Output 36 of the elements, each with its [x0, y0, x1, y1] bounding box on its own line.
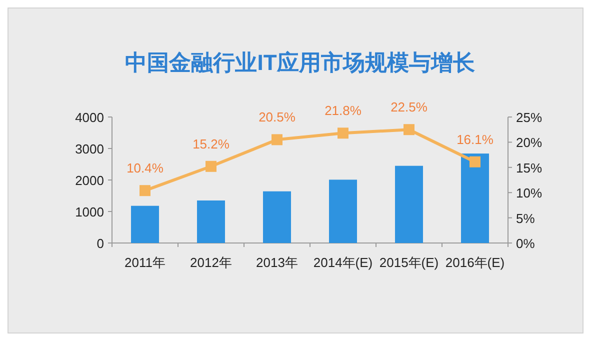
point [206, 160, 216, 172]
point [470, 156, 480, 168]
data-label: 16.1% [456, 132, 494, 147]
point [272, 134, 282, 146]
y-tick-label: 1000 [75, 204, 104, 220]
point [404, 124, 414, 136]
y2-tick-label: 25% [516, 110, 542, 125]
y-tick-label: 2000 [75, 173, 104, 188]
x-tick-label: 2015年(E) [379, 255, 439, 270]
bar [263, 191, 291, 243]
x-tick-label: 2016年(E) [445, 255, 505, 270]
y2-tick-label: 20% [516, 135, 542, 150]
x-tick-label: 2012年 [190, 255, 232, 270]
y2-tick-label: 0% [516, 236, 536, 251]
data-label: 21.8% [324, 103, 362, 118]
bar [329, 180, 357, 243]
data-label: 10.4% [126, 160, 164, 176]
x-tick-label: 2013年 [256, 255, 298, 270]
y-tick-label: 0 [96, 236, 104, 251]
bar [197, 200, 225, 243]
x-tick-label: 2014年(E) [313, 255, 373, 270]
data-label: 22.5% [390, 100, 428, 115]
point [338, 128, 348, 139]
y-tick-label: 3000 [75, 142, 104, 156]
bar [395, 166, 423, 243]
point [140, 185, 150, 196]
bar [131, 206, 159, 243]
y2-tick-label: 5% [516, 210, 536, 226]
data-label: 20.5% [258, 110, 296, 125]
y-tick-label: 4000 [75, 110, 104, 125]
chart-title: 中国金融行业IT应用市场规模与增长 [125, 50, 476, 75]
y2-tick-label: 15% [516, 160, 542, 176]
x-tick-label: 2011年 [124, 255, 166, 270]
data-label: 15.2% [192, 136, 230, 152]
y2-tick-label: 10% [516, 186, 542, 201]
bar [461, 154, 489, 243]
